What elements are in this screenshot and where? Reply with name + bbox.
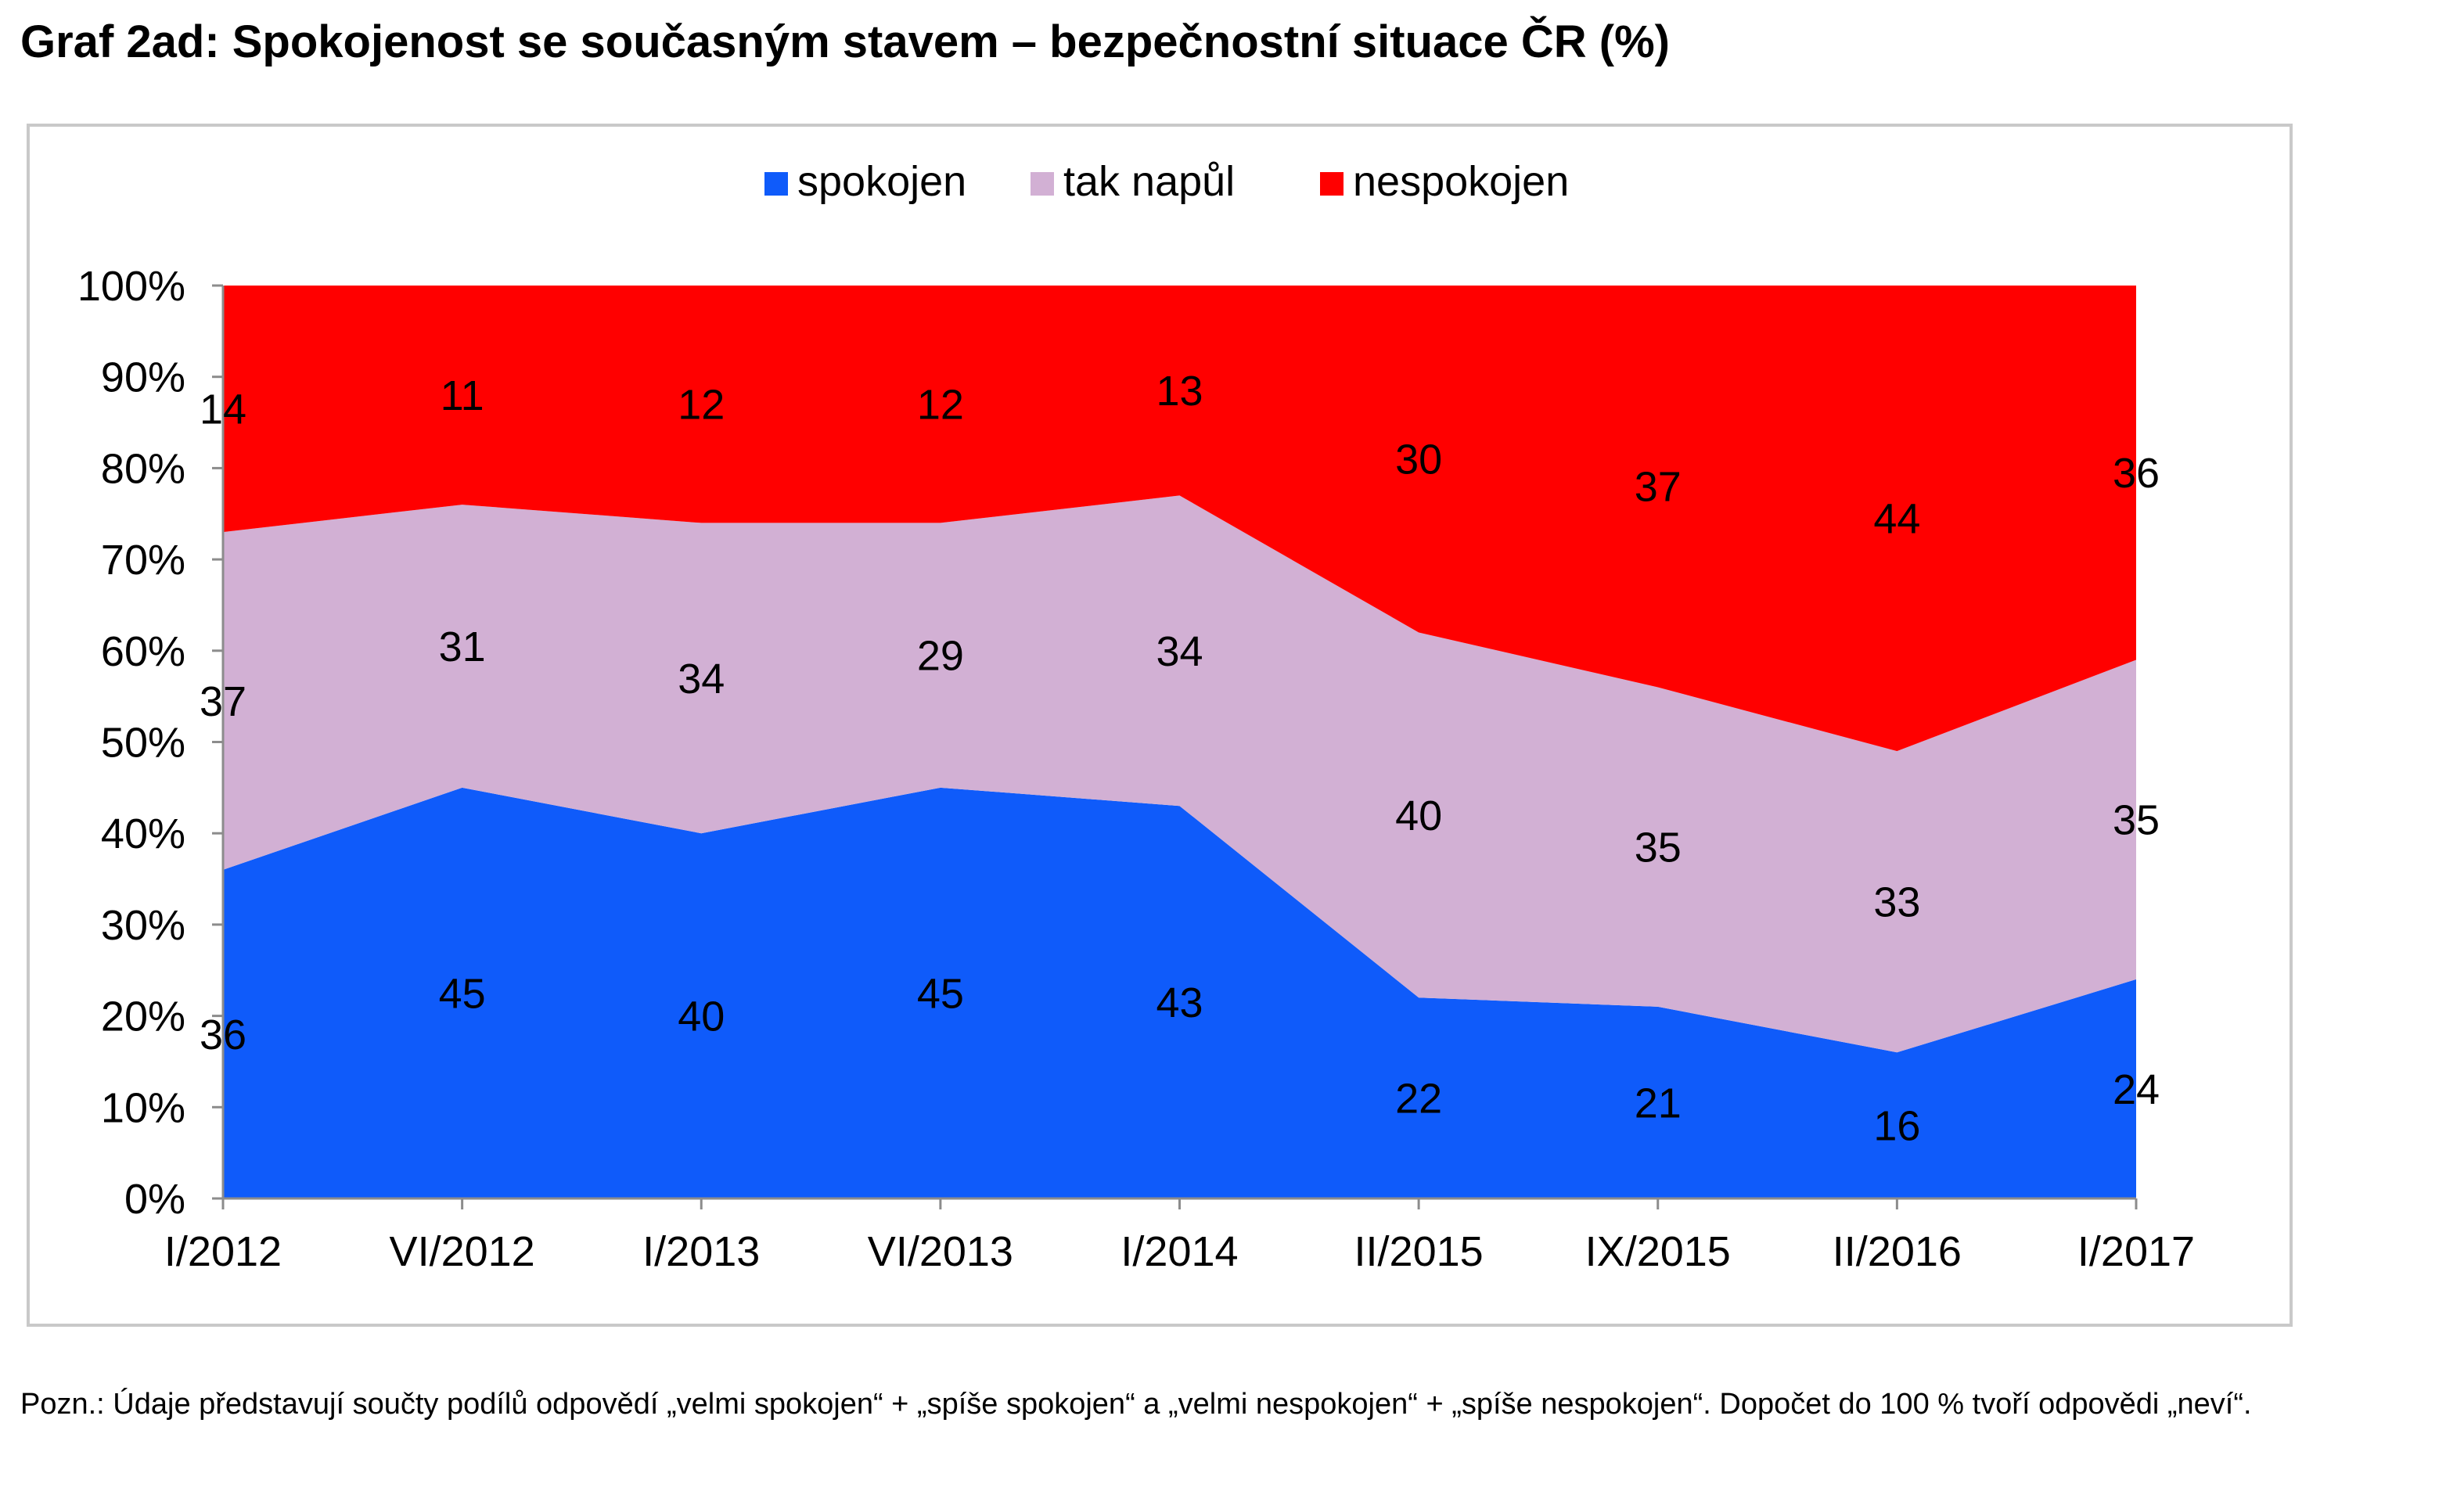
- data-label-nespokojen: 36: [2113, 450, 2160, 497]
- data-label-spokojen: 21: [1635, 1080, 1682, 1126]
- data-label-nespokojen: 14: [200, 386, 246, 433]
- stacked-area-chart: 0% 10% 20% 30% 40% 50% 60% 70% 80% 90% 100% I/2012 V…: [77, 158, 2195, 1275]
- chart-frame: 0% 10% 20% 30% 40% 50% 60% 70% 80% 90% 100% I/2012 V…: [27, 124, 2293, 1327]
- y-tick-label: 50%: [101, 720, 185, 767]
- data-label-tak-napůl: 31: [439, 623, 486, 670]
- legend-label-tak-napůl: tak napůl: [1063, 158, 1235, 205]
- y-tick-label: 80%: [101, 445, 185, 492]
- legend-label-spokojen: spokojen: [797, 158, 966, 205]
- data-label-spokojen: 40: [678, 994, 725, 1040]
- x-tick-label: VI/2012: [390, 1228, 535, 1275]
- x-tick-label: VI/2013: [868, 1228, 1013, 1275]
- data-label-tak-napůl: 34: [678, 656, 725, 702]
- x-tick-label: IX/2015: [1585, 1228, 1731, 1275]
- x-tick-label: I/2017: [2077, 1228, 2195, 1275]
- data-label-tak-napůl: 29: [917, 633, 964, 680]
- data-label-spokojen: 36: [200, 1012, 246, 1058]
- data-label-nespokojen: 13: [1156, 368, 1203, 415]
- y-tick-label: 90%: [101, 354, 185, 401]
- data-label-spokojen: 24: [2113, 1066, 2160, 1113]
- data-label-nespokojen: 11: [441, 372, 484, 419]
- legend: spokojen tak napůl nespokojen: [764, 158, 1569, 205]
- y-tick-label: 30%: [101, 902, 185, 949]
- data-label-tak-napůl: 35: [2113, 797, 2160, 844]
- axes: 0% 10% 20% 30% 40% 50% 60% 70% 80% 90% 100% I/2012 V…: [77, 263, 2195, 1275]
- legend-label-nespokojen: nespokojen: [1353, 158, 1569, 205]
- x-tick-label: I/2012: [164, 1228, 282, 1275]
- legend-swatch-tak-napůl: [1031, 172, 1054, 196]
- legend-swatch-spokojen: [764, 172, 788, 196]
- data-label-spokojen: 22: [1395, 1076, 1442, 1123]
- x-tick-label: I/2013: [642, 1228, 760, 1275]
- y-tick-label: 60%: [101, 628, 185, 675]
- data-label-tak-napůl: 33: [1873, 879, 1920, 926]
- data-label-tak-napůl: 35: [1635, 825, 1682, 871]
- area-nespokojen: [223, 286, 2136, 752]
- y-tick-label: 100%: [77, 263, 185, 310]
- data-label-nespokojen: 37: [1635, 464, 1682, 511]
- data-label-spokojen: 45: [439, 970, 486, 1017]
- data-label-nespokojen: 30: [1395, 437, 1442, 483]
- area-layers: [223, 286, 2136, 1198]
- y-tick-label: 0%: [124, 1176, 185, 1223]
- y-tick-label: 20%: [101, 994, 185, 1040]
- chart-title: Graf 2ad: Spokojenost se současným stave…: [20, 16, 1670, 67]
- data-label-nespokojen: 44: [1873, 496, 1920, 543]
- data-label-spokojen: 43: [1156, 979, 1203, 1026]
- data-label-nespokojen: 12: [917, 382, 964, 429]
- data-label-spokojen: 16: [1873, 1103, 1920, 1150]
- data-labels: 36 45 40 45 43 22 21 16 24 37 31 34 29 34 40 35 33 35 14 11…: [200, 368, 2160, 1149]
- data-label-tak-napůl: 34: [1156, 628, 1203, 675]
- data-label-spokojen: 45: [917, 970, 964, 1017]
- y-tick-label: 70%: [101, 537, 185, 584]
- x-tick-label: I/2014: [1120, 1228, 1238, 1275]
- x-tick-label: II/2015: [1354, 1228, 1484, 1275]
- data-label-nespokojen: 12: [678, 382, 725, 429]
- data-label-tak-napůl: 37: [200, 678, 246, 725]
- footnote: Pozn.: Údaje představují součty podílů o…: [20, 1388, 2252, 1421]
- y-tick-label: 10%: [101, 1084, 185, 1131]
- area-tak-napůl: [223, 495, 2136, 1053]
- data-label-tak-napůl: 40: [1395, 792, 1442, 839]
- legend-swatch-nespokojen: [1320, 172, 1344, 196]
- area-spokojen: [223, 787, 2136, 1198]
- y-tick-label: 40%: [101, 810, 185, 857]
- x-tick-label: II/2016: [1833, 1228, 1962, 1275]
